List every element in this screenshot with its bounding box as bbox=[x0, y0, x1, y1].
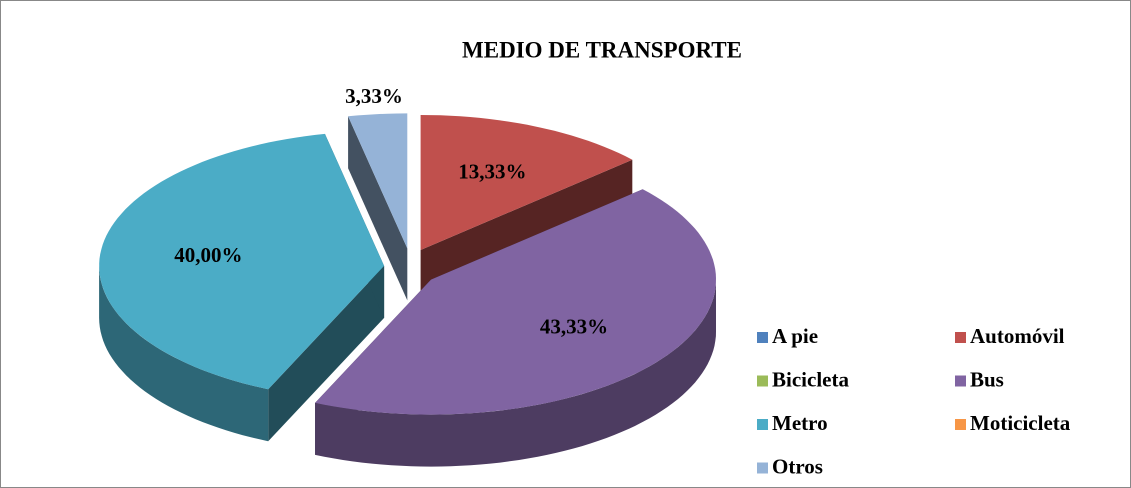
legend-swatch bbox=[757, 419, 768, 430]
legend-swatch bbox=[955, 419, 966, 430]
data-label: 43,33% bbox=[540, 315, 608, 339]
legend-label: Bicicleta bbox=[772, 367, 849, 391]
legend-swatch bbox=[955, 375, 966, 387]
slice-side bbox=[348, 116, 408, 301]
chart-title: MEDIO DE TRANSPORTE bbox=[462, 37, 742, 62]
legend-label: Otros bbox=[772, 454, 823, 478]
data-label: 13,33% bbox=[458, 159, 526, 183]
slice bbox=[348, 113, 408, 249]
slice bbox=[99, 133, 385, 390]
legend-swatch bbox=[757, 462, 768, 474]
slice-wall bbox=[315, 279, 716, 467]
legend-swatch bbox=[757, 332, 768, 343]
legend-label: Bus bbox=[970, 367, 1004, 391]
slice-side bbox=[268, 265, 385, 442]
legend-label: A pie bbox=[772, 324, 818, 348]
legend-label: Moticicleta bbox=[970, 411, 1071, 435]
legend-swatch bbox=[955, 332, 966, 343]
legend-label: Metro bbox=[772, 411, 828, 435]
slice bbox=[420, 115, 633, 250]
data-label: 3,33% bbox=[345, 84, 403, 108]
slice-wall bbox=[99, 265, 269, 442]
data-label: 40,00% bbox=[174, 243, 242, 267]
legend-label: Automóvil bbox=[970, 324, 1065, 348]
slice-tops bbox=[99, 113, 716, 415]
slice bbox=[315, 189, 716, 415]
legend-swatch bbox=[757, 375, 768, 387]
